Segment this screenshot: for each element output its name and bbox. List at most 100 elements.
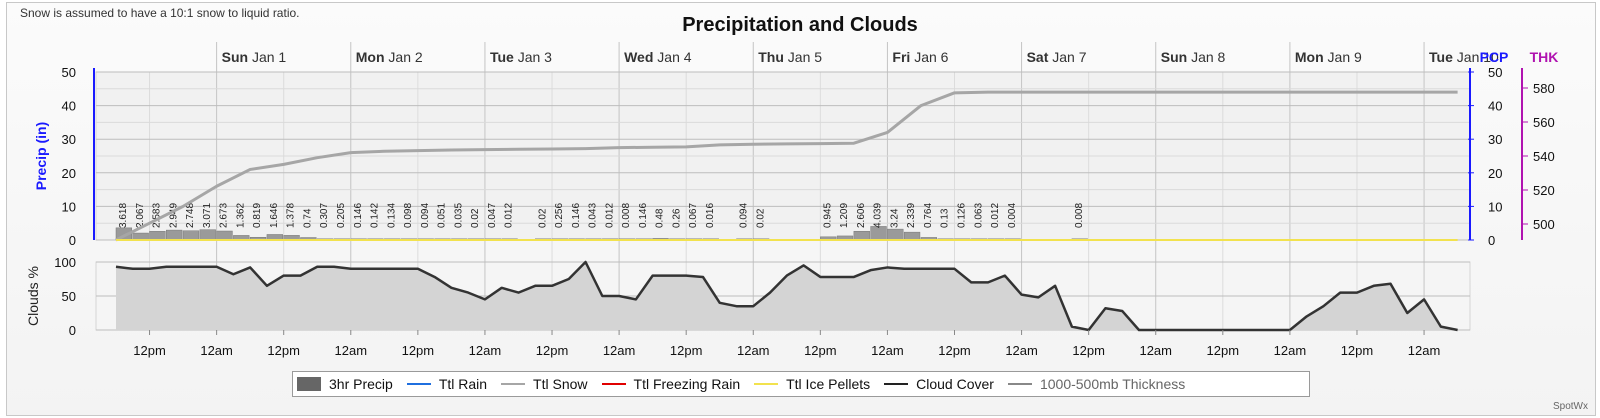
day-date: Jan 2	[388, 49, 422, 65]
precip-bar-label: 0.945	[822, 203, 833, 228]
precip-bar-label: 2.067	[135, 203, 146, 228]
precip-bar-label: 0.307	[319, 203, 330, 228]
legend-swatch	[754, 383, 779, 385]
precip-bar-label: 0.26	[671, 208, 682, 228]
day-date: Jan 5	[788, 49, 822, 65]
legend-item: 1000-500mb Thickness	[1007, 376, 1186, 392]
day-name: Tue	[490, 49, 518, 65]
precip-bar-label: 2.339	[906, 203, 917, 228]
precip-bar-label: 0.008	[621, 203, 632, 228]
precip-bar-label: 0.094	[738, 203, 749, 228]
precip-bar-label: 1.362	[235, 203, 246, 228]
thk-ytick-label: 540	[1533, 149, 1555, 164]
precip-bar-label: 0.146	[353, 203, 364, 228]
precip-bar-label: 0.047	[487, 203, 498, 228]
day-date: Jan 1	[252, 49, 286, 65]
xtick-label: 12pm	[670, 343, 703, 358]
day-label: Thu Jan 5	[758, 49, 822, 65]
day-label: Mon Jan 2	[356, 49, 423, 65]
legend-label: 1000-500mb Thickness	[1039, 376, 1186, 392]
precip-bar	[182, 230, 200, 241]
precip-bar-label: 0.067	[688, 203, 699, 228]
day-name: Mon	[1295, 49, 1328, 65]
cloud-cover-line	[115, 260, 1458, 332]
day-name: Thu	[758, 49, 788, 65]
precip-bar	[166, 229, 183, 241]
xtick-label: 12am	[1005, 343, 1038, 358]
day-date: Jan 10	[1457, 49, 1499, 65]
precip-bar-label: 0.146	[638, 203, 649, 228]
day-label: Sun Jan 8	[1161, 49, 1226, 65]
precip-bar-label: 0.02	[470, 208, 481, 228]
xtick-label: 12pm	[536, 343, 569, 358]
precip-bar	[216, 230, 233, 241]
legend-item: Ttl Snow	[501, 376, 588, 392]
precip-ytick-label: 10	[62, 199, 76, 214]
legend-swatch	[501, 383, 526, 385]
legend-label: Ttl Freezing Rain	[633, 376, 741, 392]
precip-bar	[199, 229, 216, 241]
precip-bar-label: 0.74	[302, 208, 313, 228]
precip-ytick-label: 0	[69, 233, 76, 248]
pcp-ytick-label: 30	[1488, 132, 1502, 147]
precip-axis-title: Precip (in)	[33, 122, 49, 190]
precip-bar	[903, 231, 921, 241]
legend-item: Ttl Ice Pellets	[754, 376, 870, 392]
legend-label: 3hr Precip	[329, 376, 393, 392]
legend-label: Ttl Rain	[438, 376, 488, 392]
day-date: Jan 9	[1328, 49, 1362, 65]
precip-bar-label: 0.004	[1007, 203, 1018, 228]
thk-axis-title: THK	[1530, 49, 1559, 65]
xtick-label: 12pm	[133, 343, 166, 358]
day-label: Sun Jan 1	[222, 49, 287, 65]
precip-ytick-label: 50	[62, 65, 76, 80]
precip-bar-label: 2.606	[856, 203, 867, 228]
day-name: Fri	[892, 49, 914, 65]
precip-bar	[887, 228, 904, 241]
pcp-ytick-label: 10	[1488, 199, 1502, 214]
xtick-label: 12am	[603, 343, 636, 358]
precip-bar-label: 0.48	[655, 208, 666, 228]
precip-bar-label: 0.063	[973, 203, 984, 228]
cloud-cover-area	[116, 262, 1458, 330]
day-date: Jan 3	[518, 49, 552, 65]
precip-bar-label: 0.819	[252, 203, 263, 228]
xtick-label: 12am	[1274, 343, 1307, 358]
pcp-ytick-label: 0	[1488, 233, 1495, 248]
xtick-label: 12pm	[1072, 343, 1105, 358]
precip-bar-label: 2.583	[152, 203, 163, 228]
xtick-label: 12am	[200, 343, 233, 358]
legend-item: Ttl Rain	[406, 376, 488, 392]
precip-bar-label: 1.378	[286, 203, 297, 228]
xtick-label: 12am	[335, 343, 368, 358]
xtick-label: 12pm	[1341, 343, 1374, 358]
legend-item: Ttl Freezing Rain	[601, 376, 741, 392]
legend-label: Ttl Snow	[533, 376, 588, 392]
day-name: Mon	[356, 49, 389, 65]
pcp-ytick-label: 40	[1488, 99, 1502, 114]
precip-bar-label: 0.02	[755, 208, 766, 228]
xtick-label: 12am	[1408, 343, 1441, 358]
precip-bar-label: 2.673	[219, 203, 230, 228]
xtick-label: 12pm	[1207, 343, 1240, 358]
precip-bar-label: 0.13	[940, 208, 951, 228]
day-label: Fri Jan 6	[892, 49, 948, 65]
precip-bar	[132, 232, 149, 241]
thk-ytick-label: 500	[1533, 217, 1555, 232]
legend-swatch	[884, 383, 909, 385]
day-name: Wed	[624, 49, 657, 65]
precip-bar-label: 0.205	[336, 203, 347, 228]
thk-ytick-label: 520	[1533, 183, 1555, 198]
precip-bar-label: 0.012	[504, 203, 515, 228]
legend-item: 3hr Precip	[297, 376, 393, 392]
precip-ytick-label: 40	[62, 99, 76, 114]
pcp-axis-title: PCP	[1480, 49, 1509, 65]
day-date: Jan 4	[657, 49, 691, 65]
pcp-ytick-label: 50	[1488, 65, 1502, 80]
precip-bar	[853, 230, 870, 241]
xtick-label: 12am	[737, 343, 770, 358]
precip-bar-label: 0.146	[571, 203, 582, 228]
legend-item: Cloud Cover	[884, 376, 994, 392]
precip-bar-label: 0.016	[705, 203, 716, 228]
precip-bar-label: 0.126	[957, 203, 968, 228]
